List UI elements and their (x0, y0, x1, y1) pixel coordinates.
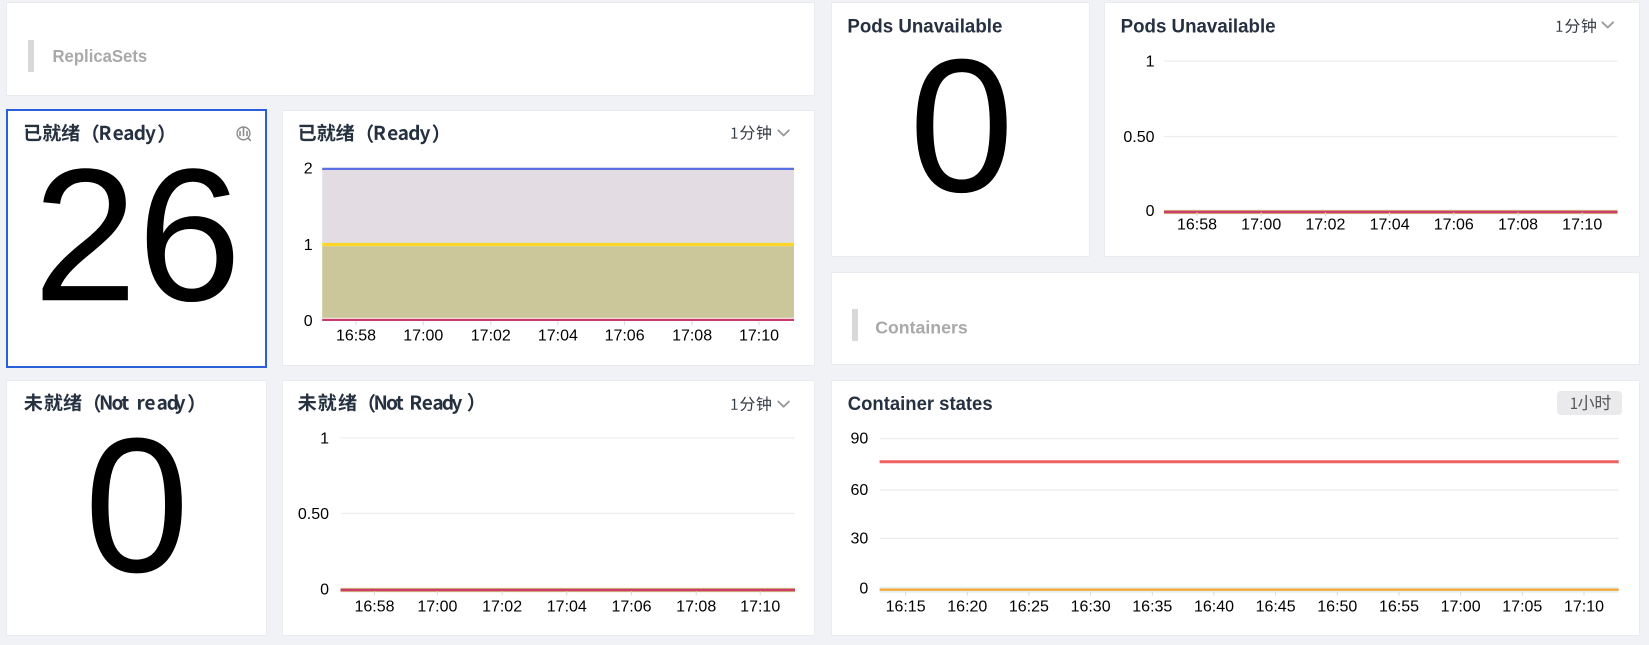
svg-text:17:06: 17:06 (1434, 217, 1474, 234)
svg-text:0: 0 (304, 313, 313, 330)
svg-text:17:10: 17:10 (739, 328, 779, 345)
svg-text:1: 1 (320, 430, 329, 447)
svg-text:17:10: 17:10 (740, 599, 780, 616)
svg-text:ReplicaSets: ReplicaSets (53, 46, 148, 66)
svg-text:Pods Unavailable: Pods Unavailable (847, 16, 1002, 37)
svg-text:17:04: 17:04 (538, 328, 578, 345)
svg-text:16:45: 16:45 (1256, 598, 1296, 615)
svg-text:16:58: 16:58 (1177, 217, 1217, 234)
svg-text:17:06: 17:06 (611, 599, 651, 616)
svg-text:17:04: 17:04 (547, 599, 587, 616)
svg-text:1: 1 (304, 237, 313, 254)
svg-text:17:08: 17:08 (676, 599, 716, 616)
svg-text:2: 2 (304, 161, 313, 178)
svg-text:0: 0 (320, 582, 329, 599)
svg-text:17:02: 17:02 (471, 328, 511, 345)
svg-text:16:50: 16:50 (1317, 598, 1357, 615)
svg-text:16:25: 16:25 (1009, 598, 1049, 615)
svg-text:17:00: 17:00 (1241, 217, 1281, 234)
svg-text:16:20: 16:20 (947, 598, 987, 615)
svg-text:17:10: 17:10 (1562, 217, 1602, 234)
svg-text:0: 0 (1146, 203, 1155, 220)
svg-text:17:08: 17:08 (672, 328, 712, 345)
svg-text:0: 0 (859, 581, 868, 598)
svg-text:60: 60 (851, 482, 869, 499)
svg-text:17:02: 17:02 (482, 599, 522, 616)
svg-text:0.50: 0.50 (298, 506, 329, 523)
svg-text:17:06: 17:06 (605, 328, 645, 345)
svg-text:17:00: 17:00 (403, 328, 443, 345)
svg-text:30: 30 (851, 530, 869, 547)
svg-text:17:05: 17:05 (1502, 598, 1542, 615)
svg-text:17:10: 17:10 (1564, 598, 1604, 615)
svg-text:0.50: 0.50 (1123, 129, 1154, 146)
svg-text:17:04: 17:04 (1370, 217, 1410, 234)
svg-text:Containers: Containers (875, 317, 968, 337)
svg-text:17:00: 17:00 (417, 599, 457, 616)
svg-text:17:00: 17:00 (1441, 598, 1481, 615)
svg-text:16:40: 16:40 (1194, 598, 1234, 615)
svg-text:1: 1 (1146, 53, 1155, 70)
svg-text:16:35: 16:35 (1132, 598, 1172, 615)
svg-text:17:02: 17:02 (1305, 217, 1345, 234)
svg-text:0: 0 (84, 398, 189, 613)
svg-text:16:55: 16:55 (1379, 598, 1419, 615)
svg-text:16:30: 16:30 (1071, 598, 1111, 615)
svg-text:90: 90 (851, 431, 869, 448)
svg-text:Pods Unavailable: Pods Unavailable (1121, 16, 1276, 37)
svg-text:17:08: 17:08 (1498, 217, 1538, 234)
svg-text:16:15: 16:15 (886, 598, 926, 615)
svg-text:Container states: Container states (848, 394, 993, 415)
svg-text:16:58: 16:58 (336, 328, 376, 345)
svg-text:26: 26 (33, 130, 241, 341)
svg-text:16:58: 16:58 (354, 599, 394, 616)
svg-text:0: 0 (909, 20, 1014, 232)
